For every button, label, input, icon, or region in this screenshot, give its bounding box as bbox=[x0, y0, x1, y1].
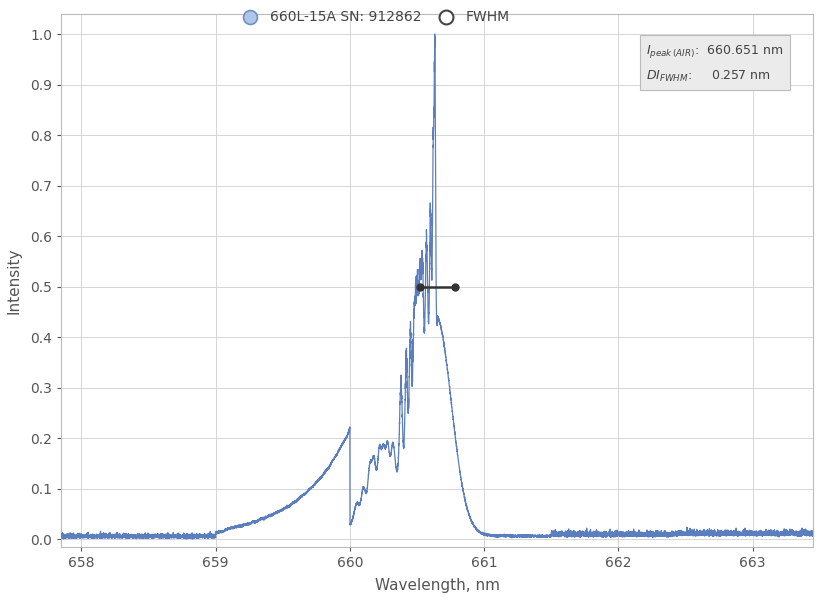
X-axis label: Wavelength, nm: Wavelength, nm bbox=[374, 578, 499, 593]
Text: $\mathit{I}_{peak\,(AIR)}$:  660.651 nm
$DI_{FWHM}$:     0.257 nm: $\mathit{I}_{peak\,(AIR)}$: 660.651 nm $… bbox=[645, 43, 782, 84]
Y-axis label: Intensity: Intensity bbox=[7, 247, 22, 314]
Legend: 660L-15A SN: 912862, FWHM: 660L-15A SN: 912862, FWHM bbox=[231, 5, 515, 30]
